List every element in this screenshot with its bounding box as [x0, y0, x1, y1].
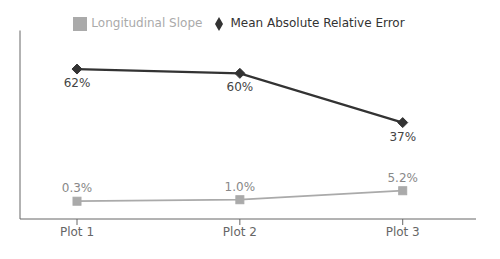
svg-text:Plot 2: Plot 2: [223, 225, 257, 239]
html-text:Mean Absolute Relative Error: Mean Absolute Relative Error: [230, 16, 405, 30]
html-text:Longitudinal Slope: Longitudinal Slope: [91, 16, 203, 30]
svg-text:1.0%: 1.0%: [225, 180, 256, 194]
svg-text:Plot 3: Plot 3: [386, 225, 420, 239]
svg-text:37%: 37%: [389, 130, 416, 144]
svg-text:0.3%: 0.3%: [62, 181, 93, 195]
svg-text:Plot 1: Plot 1: [60, 225, 94, 239]
svg-text:62%: 62%: [64, 76, 91, 90]
svg-text:60%: 60%: [227, 80, 254, 94]
svg-text:5.2%: 5.2%: [387, 171, 418, 185]
